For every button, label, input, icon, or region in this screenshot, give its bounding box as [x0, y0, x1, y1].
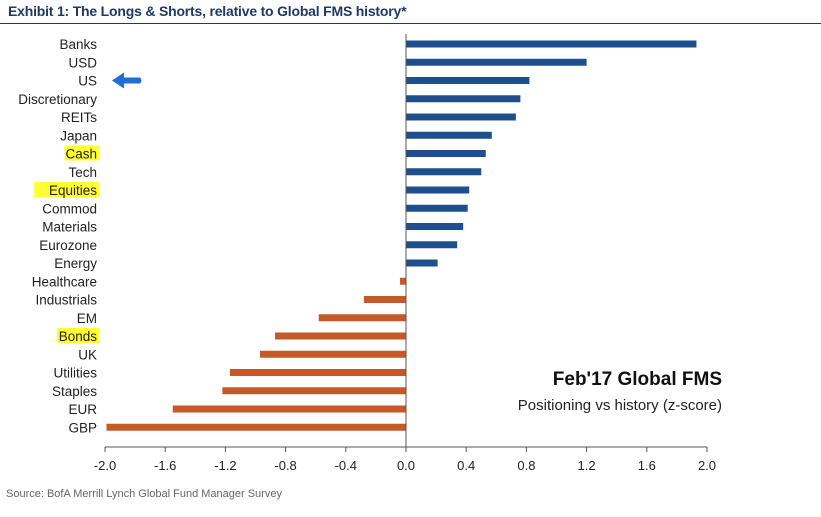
- category-label-discretionary: Discretionary: [18, 92, 97, 107]
- x-tick-label: 2.0: [698, 458, 716, 473]
- source-note: Source: BofA Merrill Lynch Global Fund M…: [6, 488, 282, 500]
- bar-industrials: [363, 296, 406, 303]
- category-label-uk: UK: [78, 347, 97, 362]
- category-label-japan: Japan: [60, 128, 97, 143]
- x-tick-label: 0.4: [457, 458, 475, 473]
- bar-staples: [222, 387, 406, 395]
- x-tick-label: -0.4: [335, 458, 357, 473]
- annotation-title: Feb'17 Global FMS: [553, 369, 722, 390]
- bar-japan: [406, 131, 492, 139]
- category-label-equities: Equities: [49, 183, 97, 198]
- category-label-em: EM: [77, 311, 97, 326]
- x-tick-label: 0.0: [397, 458, 415, 473]
- chart-title: Exhibit 1: The Longs & Shorts, relative …: [8, 3, 407, 19]
- bar-tech: [406, 168, 482, 176]
- category-label-banks: Banks: [59, 37, 97, 52]
- category-label-energy: Energy: [54, 256, 97, 271]
- bar-materials: [406, 223, 464, 230]
- bar-equities: [406, 186, 470, 194]
- category-label-cash: Cash: [65, 147, 97, 162]
- category-label-commod: Commod: [42, 201, 97, 216]
- category-label-materials: Materials: [42, 220, 97, 235]
- x-tick-label: -2.0: [94, 458, 116, 473]
- highlight-bonds: [57, 328, 99, 343]
- bar-healthcare: [399, 277, 406, 285]
- bar-us: [406, 77, 530, 84]
- bar-discretionary: [406, 95, 521, 103]
- bar-banks: [406, 40, 697, 48]
- category-label-eur: EUR: [68, 402, 97, 417]
- category-label-gbp: GBP: [68, 420, 97, 435]
- category-label-industrials: Industrials: [35, 293, 97, 308]
- bar-utilities: [229, 369, 406, 376]
- x-tick-label: -0.8: [274, 458, 296, 473]
- x-tick-label: 1.6: [638, 458, 656, 473]
- highlight-equities: [34, 182, 100, 197]
- x-tick-label: -1.6: [154, 458, 176, 473]
- category-label-staples: Staples: [52, 384, 97, 399]
- bar-eur: [172, 405, 406, 413]
- x-tick-label: -1.2: [214, 458, 236, 473]
- bar-usd: [406, 58, 587, 66]
- bar-em: [318, 314, 406, 322]
- bar-commod: [406, 204, 468, 212]
- category-label-us: US: [78, 74, 97, 89]
- x-tick-label: 1.2: [578, 458, 596, 473]
- bar-cash: [406, 150, 486, 157]
- annotation-subtitle: Positioning vs history (z-score): [518, 397, 722, 414]
- category-label-eurozone: Eurozone: [39, 238, 97, 253]
- bar-energy: [406, 259, 438, 267]
- bar-gbp: [106, 423, 406, 431]
- highlight-cash: [64, 145, 99, 161]
- bar-bonds: [275, 332, 406, 340]
- title-divider: [0, 23, 821, 24]
- x-tick-label: 0.8: [517, 458, 535, 473]
- category-label-bonds: Bonds: [59, 329, 98, 344]
- category-label-usd: USD: [68, 55, 97, 70]
- category-label-utilities: Utilities: [53, 366, 97, 381]
- category-label-tech: Tech: [68, 165, 97, 180]
- bar-reits: [406, 113, 516, 121]
- category-label-reits: REITs: [61, 110, 97, 125]
- bar-uk: [260, 350, 406, 358]
- category-label-healthcare: Healthcare: [32, 274, 97, 289]
- arrow-left-icon: [112, 72, 142, 89]
- bar-eurozone: [406, 241, 458, 249]
